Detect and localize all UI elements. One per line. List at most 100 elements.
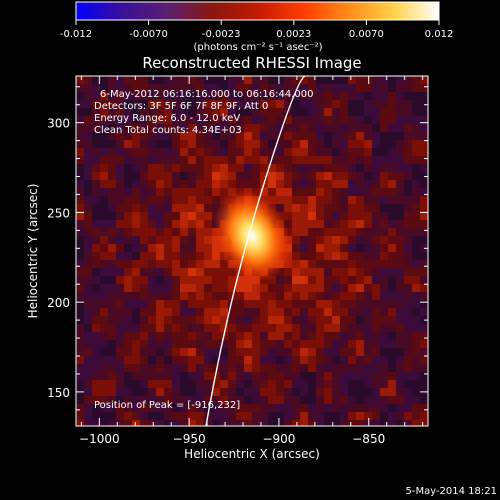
heatmap-cell (236, 404, 244, 412)
heatmap-cell (220, 84, 228, 92)
heatmap-cell (292, 220, 300, 228)
heatmap-cell (412, 76, 420, 84)
heatmap-cell (276, 420, 284, 426)
heatmap-cell (100, 356, 108, 364)
heatmap-cell (364, 412, 372, 420)
heatmap-cell (356, 108, 364, 116)
heatmap-cell (148, 388, 156, 396)
heatmap-cell (84, 244, 92, 252)
heatmap-cell (244, 164, 252, 172)
heatmap-cell (124, 236, 132, 244)
heatmap-cell (108, 156, 116, 164)
heatmap-cell (404, 140, 412, 148)
heatmap-cell (132, 420, 140, 426)
heatmap-cell (388, 340, 396, 348)
heatmap-cell (228, 172, 236, 180)
heatmap-cell (124, 332, 132, 340)
heatmap-cell (364, 148, 372, 156)
heatmap-cell (172, 140, 180, 148)
heatmap-cell (132, 268, 140, 276)
heatmap-cell (76, 100, 84, 108)
heatmap-cell (340, 364, 348, 372)
heatmap-cell (156, 316, 164, 324)
heatmap-cell (180, 180, 188, 188)
heatmap-cell (372, 252, 380, 260)
heatmap-cell (316, 116, 324, 124)
heatmap-cell (156, 156, 164, 164)
heatmap-cell (228, 380, 236, 388)
heatmap-cell (148, 180, 156, 188)
heatmap-cell (260, 132, 268, 140)
heatmap-cell (236, 148, 244, 156)
heatmap-cell (260, 100, 268, 108)
heatmap-cell (348, 396, 356, 404)
heatmap-cell (324, 116, 332, 124)
heatmap-cell (372, 92, 380, 100)
heatmap-cell (84, 372, 92, 380)
heatmap-cell (348, 196, 356, 204)
heatmap-cell (220, 364, 228, 372)
heatmap-cell (84, 220, 92, 228)
heatmap-cell (180, 212, 188, 220)
heatmap-cell (284, 292, 292, 300)
heatmap-cell (228, 92, 236, 100)
heatmap-cell (420, 172, 428, 180)
colorbar-tick-label: 0.012 (425, 29, 454, 40)
heatmap-cell (252, 372, 260, 380)
heatmap-cell (284, 156, 292, 164)
heatmap-cell (188, 284, 196, 292)
heatmap-cell (308, 180, 316, 188)
heatmap-cell (284, 324, 292, 332)
heatmap-cell (268, 140, 276, 148)
heatmap-cell (316, 196, 324, 204)
heatmap-cell (396, 132, 404, 140)
heatmap-cell (404, 364, 412, 372)
heatmap-cell (260, 156, 268, 164)
heatmap-cell (260, 348, 268, 356)
heatmap-cell (92, 108, 100, 116)
heatmap-cell (172, 84, 180, 92)
heatmap-cell (140, 236, 148, 244)
heatmap-cell (236, 76, 244, 84)
heatmap-cell (76, 84, 84, 92)
heatmap-cell (348, 268, 356, 276)
heatmap-cell (332, 300, 340, 308)
heatmap-cell (348, 420, 356, 426)
heatmap-cell (172, 172, 180, 180)
heatmap-cell (124, 204, 132, 212)
heatmap-cell (268, 84, 276, 92)
heatmap-cell (412, 148, 420, 156)
heatmap-cell (316, 420, 324, 426)
heatmap-cell (180, 228, 188, 236)
heatmap-cell (76, 308, 84, 316)
heatmap-cell (164, 348, 172, 356)
heatmap-cell (180, 396, 188, 404)
heatmap-cell (164, 268, 172, 276)
heatmap-cell (220, 268, 228, 276)
heatmap-cell (180, 148, 188, 156)
heatmap-cell (172, 308, 180, 316)
heatmap-cell (268, 172, 276, 180)
heatmap-cell (220, 108, 228, 116)
heatmap-cell (92, 164, 100, 172)
heatmap-cell (268, 396, 276, 404)
heatmap-cell (196, 164, 204, 172)
heatmap-cell (204, 380, 212, 388)
heatmap-cell (164, 292, 172, 300)
heatmap-cell (228, 340, 236, 348)
heatmap-cell (388, 148, 396, 156)
heatmap-cell (164, 100, 172, 108)
heatmap-cell (156, 396, 164, 404)
heatmap-cell (420, 268, 428, 276)
heatmap-cell (356, 244, 364, 252)
heatmap-cell (340, 180, 348, 188)
heatmap-cell (348, 212, 356, 220)
heatmap-cell (172, 236, 180, 244)
heatmap-cell (236, 108, 244, 116)
heatmap-cell (284, 420, 292, 426)
heatmap-cell (212, 84, 220, 92)
heatmap-cell (292, 204, 300, 212)
heatmap-cell (348, 308, 356, 316)
heatmap-cell (316, 364, 324, 372)
heatmap-cell (396, 332, 404, 340)
